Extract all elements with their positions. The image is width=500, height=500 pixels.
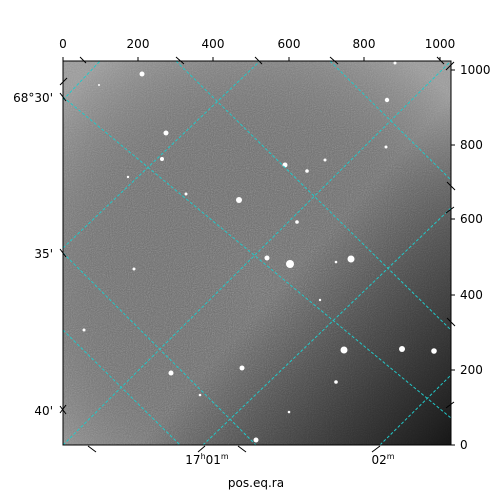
star [393,61,397,65]
frame-tick-mark [79,56,87,64]
star [264,255,270,261]
star [334,260,338,264]
star [160,157,164,161]
grid-line [63,61,261,249]
astronomical-image [63,61,451,445]
left-tick-label: 35' [34,247,53,261]
star [286,260,294,268]
star [340,346,348,354]
left-tick-mark [59,405,67,415]
star [139,71,145,77]
bottom-ra-axis: 17h01m 02m [185,452,394,467]
frame-tick-mark [237,445,247,453]
frame-tick-mark [87,445,97,453]
right-tick-label: 1000 [460,63,491,77]
grid-line [175,61,451,331]
star [184,192,188,196]
top-tick-label: 800 [353,37,376,51]
grid-line [379,374,451,445]
star [399,346,405,352]
grid-line [202,207,451,445]
frame-tick-mark [436,56,445,65]
right-tick-label: 400 [460,288,483,302]
frame-tick-mark [446,181,456,191]
top-tick-label: 0 [59,37,67,51]
left-tick-mark [59,92,67,102]
right-tick-label: 200 [460,363,483,377]
frame-tick-mark [175,56,185,65]
star [282,162,288,168]
x-axis-label: pos.eq.ra [228,476,284,490]
star [384,145,388,149]
frame-tick-mark [371,445,381,453]
star [198,393,202,397]
bottom-tick-label: 17h01m [185,452,229,467]
star [334,380,338,384]
star [295,220,299,224]
star [384,97,390,103]
frame-tick-mark [254,56,263,65]
grid-line [63,61,451,445]
star [431,348,437,354]
grid-line [63,96,451,419]
bottom-tick-label: 02m [371,452,394,467]
top-tick-label: 1000 [425,37,456,51]
right-tick-label: 0 [460,438,468,452]
star [163,130,169,136]
left-tick-label: 68°30' [13,91,53,105]
star [168,370,174,376]
frame-tick-mark [445,401,455,409]
frame-tick-mark [59,77,68,86]
star [318,298,322,302]
star [287,410,291,414]
top-tick-label: 200 [127,37,150,51]
grid-line [63,61,101,101]
frame-tick-mark [197,445,206,453]
star-field [82,61,437,443]
top-tick-label: 400 [202,37,225,51]
star [98,84,100,86]
left-tick-mark [59,248,67,258]
star [323,158,327,162]
frame-tick-mark [445,206,455,214]
frame-tick-mark [445,61,455,71]
right-pixel-axis: 0 200 400 600 800 1000 [451,63,491,452]
frame-tick-mark [59,404,67,414]
top-pixel-axis: 0 200 400 600 800 1000 [59,37,455,61]
star [132,267,136,271]
frame-tick-mark [329,56,339,65]
coordinate-grid [63,61,451,445]
star [236,197,242,203]
star [82,328,86,332]
right-tick-label: 800 [460,138,483,152]
star [347,255,355,263]
left-dec-axis: 68°30' 35' 40' [13,56,456,453]
grid-line [329,61,451,181]
frame-tick-mark [446,317,456,327]
star [239,365,245,371]
star [253,437,259,443]
right-tick-label: 600 [460,212,483,226]
left-tick-label: 40' [34,404,53,418]
top-tick-label: 600 [278,37,301,51]
star [126,175,130,179]
star [305,169,309,173]
